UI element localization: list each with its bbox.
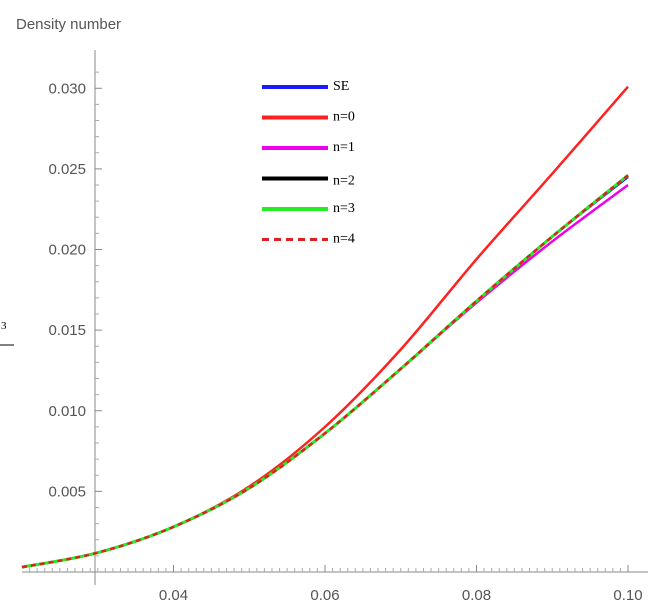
x-tick-label: 0.08 (462, 587, 491, 603)
legend-label: n=0 (333, 110, 355, 125)
series-line-n3 (21, 174, 629, 569)
margin-fragment-digit: 3 (1, 320, 7, 332)
legend-label: SE (333, 79, 349, 94)
y-axis-title: Density number (16, 16, 121, 33)
legend: SE n=0 n=1 n=2 n=3 n=4 (262, 79, 355, 247)
y-tick-label: 0.005 (48, 483, 86, 500)
y-tick-label: 0.030 (48, 80, 86, 97)
x-tick-label: 0.10 (613, 587, 642, 603)
series-line-n4 (21, 174, 629, 569)
y-tick-label: 0.010 (48, 403, 86, 420)
legend-label: n=3 (333, 201, 355, 216)
x-tick-label: 0.04 (159, 587, 188, 603)
legend-label: n=2 (333, 174, 355, 189)
y-tick-label: 0.015 (48, 322, 86, 339)
legend-label: n=1 (333, 140, 355, 155)
series-line-n2 (21, 174, 629, 569)
series-line-SE (21, 175, 629, 569)
y-tick-label: 0.025 (48, 161, 86, 178)
y-ticks: 0.005 0.010 0.015 0.020 0.025 0.030 (48, 71, 102, 557)
series-line-n1 (21, 183, 629, 569)
x-tick-label: 0.06 (310, 587, 339, 603)
series-lines (21, 85, 629, 569)
legend-label: n=4 (333, 232, 355, 247)
series-line-n0 (21, 85, 629, 569)
y-tick-label: 0.020 (48, 242, 86, 259)
x-ticks: 0.04 0.06 0.08 0.10 (29, 565, 643, 603)
